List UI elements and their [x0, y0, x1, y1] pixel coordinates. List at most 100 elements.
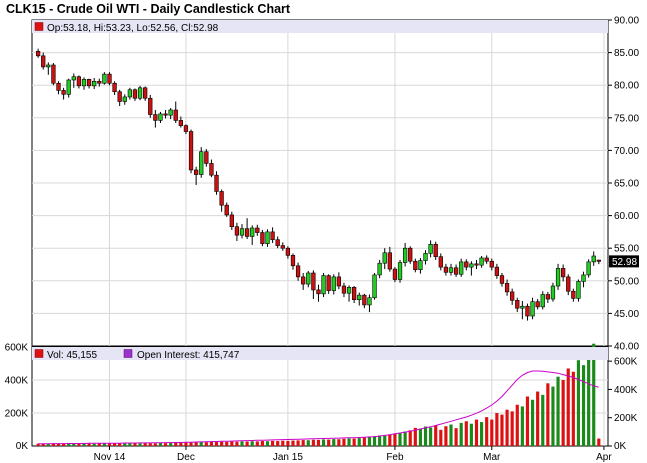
candle-body-up [550, 285, 556, 300]
volume-bar [444, 426, 448, 446]
candle [418, 257, 423, 274]
volume-bar [327, 439, 331, 446]
candle [301, 272, 306, 290]
candle-body-up [520, 305, 525, 309]
candle-body-down [219, 191, 224, 206]
volume-readout: Vol: 45,155 [47, 350, 97, 361]
candle [392, 267, 398, 283]
volume-bar [423, 426, 428, 446]
volume-bar [464, 421, 468, 446]
candle-body-up [321, 275, 326, 295]
volume-bar [576, 360, 581, 446]
time-tick-label: Nov 14 [94, 452, 126, 463]
ohlc-readout: Op:53.18, Hi:53.23, Lo:52.56, Cl:52.98 [47, 23, 219, 34]
candle-body-up [239, 228, 245, 236]
volume-bar [306, 440, 310, 446]
candle [331, 274, 336, 295]
candle [479, 256, 484, 268]
price-tick-label: 80.00 [614, 81, 639, 92]
price-info-bar [32, 20, 608, 33]
candle-body-down [392, 268, 398, 280]
candle [122, 94, 127, 105]
candle-body-down [204, 151, 209, 164]
time-tick-label: Jan 15 [273, 452, 303, 463]
candle [153, 109, 158, 128]
candle-body-up [418, 260, 423, 271]
volume-bar [434, 425, 438, 446]
candle [576, 279, 581, 302]
candle [397, 259, 403, 283]
volume-bar [510, 411, 514, 446]
candle [494, 263, 500, 279]
volume-bar [520, 406, 524, 446]
candle [316, 284, 321, 302]
volume-bar [286, 440, 290, 446]
volume-bar [62, 443, 66, 446]
candle-body-down [484, 257, 489, 262]
candle [408, 246, 413, 264]
candle-body-down [336, 276, 341, 287]
candle [158, 111, 163, 124]
volume-bar [474, 419, 479, 446]
open-interest-line [38, 370, 599, 445]
volume-bar [209, 441, 214, 446]
candle-body-down [285, 247, 291, 256]
candle [97, 78, 102, 87]
candle [127, 87, 133, 100]
volume-bar [102, 443, 106, 446]
candle [112, 81, 117, 95]
volume-bar [332, 439, 336, 446]
volume-bar [194, 442, 198, 446]
candle [372, 272, 377, 300]
candle-body-down [209, 163, 214, 176]
candle-body-up [346, 287, 352, 294]
candle-body-up [530, 301, 535, 317]
candle [260, 229, 265, 247]
candle [61, 87, 66, 100]
candle [199, 147, 204, 178]
oi-tick-label: 0K [614, 441, 627, 452]
candle-body-down [295, 265, 301, 278]
volume-bar [112, 443, 117, 446]
volume-bar [530, 399, 535, 446]
candle [290, 253, 296, 270]
candle [234, 222, 240, 242]
candle-body-down [234, 226, 240, 236]
volume-bar [36, 443, 40, 446]
candle-body-up [250, 227, 255, 237]
volume-bar [561, 380, 565, 446]
candle [596, 259, 601, 265]
candle [295, 262, 301, 281]
candle-body-up [479, 257, 484, 266]
candle-body-down [163, 113, 168, 116]
candle-body-up [423, 253, 428, 261]
volume-bar [276, 441, 280, 446]
candle [51, 63, 56, 86]
candle [464, 259, 469, 271]
volume-bar [398, 432, 402, 446]
candle-body-up [402, 247, 408, 263]
info-bars: Op:53.18, Hi:53.23, Lo:52.56, Cl:52.98 V… [32, 20, 608, 361]
candle [571, 288, 576, 302]
candle [107, 72, 112, 86]
candle [270, 227, 275, 243]
open-interest-readout: Open Interest: 415,747 [137, 350, 240, 361]
price-tick-label: 45.00 [614, 309, 639, 320]
volume-bar [214, 442, 219, 446]
candle [377, 259, 382, 279]
candle [453, 264, 459, 277]
candle-body-up [137, 87, 143, 99]
price-series [35, 48, 601, 321]
candle [352, 286, 357, 303]
candle [173, 101, 178, 124]
candle-body-up [367, 297, 372, 306]
price-tick-label: 70.00 [614, 146, 639, 157]
candle-body-down [173, 109, 178, 121]
candle-body-down [290, 255, 296, 267]
volume-bar [536, 391, 540, 446]
volume-bar [189, 442, 193, 446]
volume-bar [163, 443, 168, 446]
candle [280, 242, 285, 251]
price-tick-label: 90.00 [614, 16, 639, 27]
